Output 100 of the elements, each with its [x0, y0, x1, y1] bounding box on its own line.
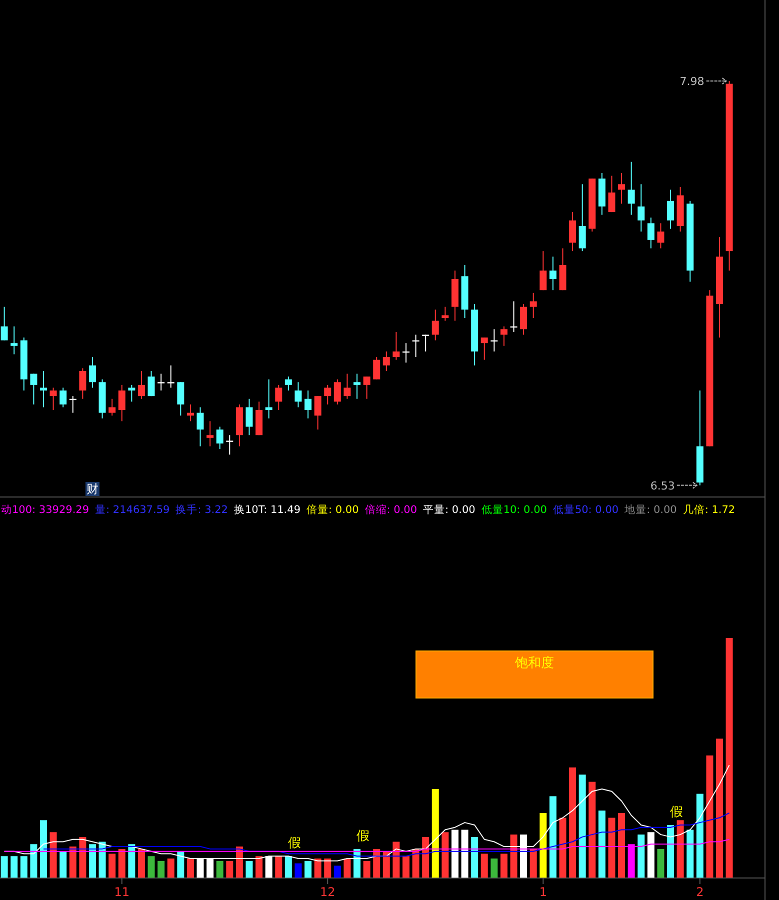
candlestick: [324, 384, 332, 405]
candlestick: [392, 331, 400, 360]
bar: [726, 638, 733, 878]
bar: [324, 858, 332, 878]
candlestick: [647, 217, 654, 249]
candlestick: [0, 306, 8, 341]
candlestick: [432, 309, 439, 341]
candlestick: [196, 406, 204, 447]
candlestick: [138, 370, 145, 400]
bar: [69, 846, 76, 878]
candlestick: [216, 426, 224, 450]
candlestick: [638, 184, 645, 232]
bar: [402, 856, 410, 878]
candlestick: [549, 256, 556, 291]
bar: [471, 836, 478, 878]
bar: [530, 848, 537, 878]
bar: [60, 851, 67, 878]
candlestick: [294, 382, 302, 408]
bar: [10, 856, 18, 878]
candlestick: [667, 189, 674, 230]
candlestick: [186, 404, 194, 422]
candlestick: [344, 373, 351, 400]
bar: [569, 767, 576, 878]
text: 地量: 0.00: [624, 503, 677, 516]
bar: [461, 830, 468, 878]
bar: [696, 794, 704, 878]
bar: [549, 796, 556, 878]
candlestick: [480, 337, 488, 360]
annotation: 饱和度: [514, 655, 554, 671]
bar: [598, 810, 606, 878]
text: 换10T: 11.49: [234, 504, 301, 516]
annotation: 财: [86, 482, 98, 496]
bar: [40, 820, 47, 878]
bar: [382, 851, 390, 878]
annotation: 6.53: [650, 479, 675, 492]
bar: [392, 842, 400, 878]
candlestick: [334, 378, 341, 405]
bar: [422, 836, 430, 878]
candlestick: [530, 292, 537, 319]
candlestick: [275, 384, 282, 411]
bar: [363, 860, 370, 878]
bar: [618, 812, 626, 878]
bar: [608, 818, 616, 878]
text: 倍量: 0.00: [306, 503, 359, 516]
annotation: 7.98: [680, 75, 704, 88]
bar: [676, 820, 684, 878]
bar: [412, 848, 420, 878]
bar: [638, 834, 645, 878]
candlestick: [422, 334, 430, 352]
candlestick: [118, 384, 126, 422]
text: 平量: 0.00: [423, 504, 476, 516]
bar: [578, 774, 586, 878]
candlestick: [500, 326, 508, 346]
text: 倍缩: 0.00: [364, 503, 418, 516]
bar: [304, 860, 312, 878]
candlestick: [314, 396, 322, 430]
bar: [118, 848, 126, 878]
candlestick: [382, 350, 390, 372]
text: 换手: 3.22: [176, 503, 228, 516]
bar: [588, 782, 596, 878]
bar: [30, 844, 38, 878]
candlestick: [657, 222, 664, 249]
candlestick: [520, 304, 528, 336]
bar: [686, 830, 694, 878]
x-tick-label: 1: [539, 885, 547, 899]
candlestick: [10, 326, 18, 355]
candlestick: [128, 384, 136, 402]
candlestick: [108, 398, 116, 416]
bar: [334, 866, 341, 878]
candlestick: [88, 356, 96, 388]
bar: [540, 812, 547, 878]
bar: [158, 860, 165, 878]
candlestick: [246, 398, 253, 436]
bar: [148, 856, 155, 878]
candlestick: [540, 250, 547, 291]
x-tick-label: 2: [696, 885, 704, 899]
x-tick-label: 11: [114, 885, 130, 899]
bar: [108, 854, 116, 878]
annotation: 假: [670, 804, 684, 820]
bar: [373, 848, 380, 878]
bar: [216, 860, 224, 878]
annotation: 假: [356, 828, 370, 844]
text: 动100: 33929.29: [1, 504, 90, 516]
candlestick: [158, 373, 165, 391]
candlestick: [40, 370, 47, 408]
bar: [20, 856, 28, 878]
bar: [138, 848, 145, 878]
bar: [284, 856, 292, 878]
candlestick: [363, 376, 370, 400]
candlestick: [354, 373, 361, 400]
bar: [294, 863, 302, 878]
bar: [177, 851, 184, 878]
candlestick: [442, 306, 449, 322]
bar: [667, 824, 674, 878]
bar: [480, 854, 488, 878]
bar: [432, 789, 439, 878]
candlestick: [60, 387, 67, 408]
annotation: 假: [288, 836, 301, 852]
candlestick: [177, 382, 184, 416]
bar: [128, 844, 136, 878]
